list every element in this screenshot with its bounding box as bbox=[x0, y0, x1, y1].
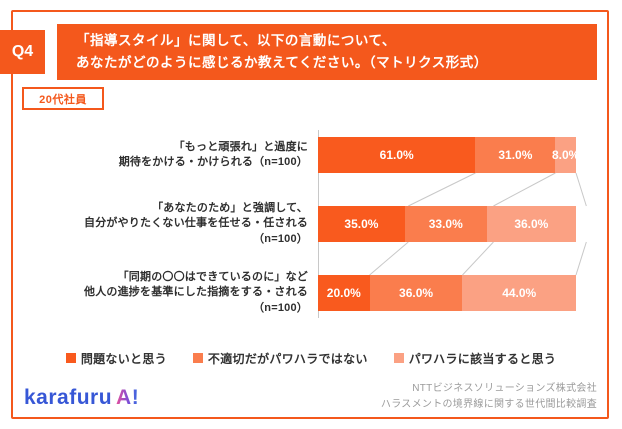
bar-segment-value: 20.0% bbox=[326, 286, 361, 300]
legend-label: 問題ないと思う bbox=[80, 351, 167, 366]
karafuru-logo: karafuru A! bbox=[24, 386, 139, 410]
bar-segment: 31.0% bbox=[475, 137, 556, 173]
row-category-label-line: 他人の進捗を基準にした指摘をする・される bbox=[84, 286, 308, 299]
chart-row: 「同期の〇〇はできているのに」など他人の進捗を基準にした指摘をする・される （n=… bbox=[38, 271, 576, 314]
bar-segment-value: 36.0% bbox=[514, 217, 549, 231]
survey-credit: NTTビジネスソリューションズ株式会社 ハラスメントの境界線に関する世代間比較調… bbox=[381, 381, 597, 412]
bar-segment-value: 33.0% bbox=[428, 217, 463, 231]
chart-row: 「もっと頑張れ」と過度に期待をかける・かけられる（n=100） 61.0% 31.0… bbox=[38, 137, 580, 173]
question-title-line-1: 「指導スタイル」に関して、以下の言動について、 bbox=[76, 33, 396, 49]
legend-item: 問題ないと思う bbox=[65, 350, 167, 367]
connector-line bbox=[575, 241, 587, 276]
bar-segment-value: 35.0% bbox=[344, 217, 379, 231]
legend-label: 不適切だがパワハラではない bbox=[207, 351, 368, 366]
stacked-bar: 35.0% 33.0% 36.0% bbox=[318, 206, 576, 242]
bar-segment: 61.0% bbox=[318, 137, 476, 173]
credit-line-2: ハラスメントの境界線に関する世代間比較調査 bbox=[380, 398, 597, 410]
bar-segment-value: 8.0% bbox=[551, 148, 580, 162]
legend-item: 不適切だがパワハラではない bbox=[192, 350, 368, 367]
row-category-label: 「もっと頑張れ」と過度に期待をかける・かけられる（n=100） bbox=[38, 140, 318, 171]
bar-segment-value: 31.0% bbox=[498, 148, 533, 162]
legend-item: パワハラに該当すると思う bbox=[393, 350, 557, 367]
row-category-label-line: 「もっと頑張れ」と過度に bbox=[173, 140, 308, 153]
legend-swatch-icon bbox=[65, 353, 76, 363]
row-category-label-line: 「あなたのため」と強調して、 bbox=[152, 201, 308, 214]
row-category-label: 「同期の〇〇はできているのに」など他人の進捗を基準にした指摘をする・される （n=… bbox=[38, 270, 318, 316]
row-category-label-line: 「同期の〇〇はできているのに」など bbox=[117, 270, 308, 283]
question-title-line-2: あなたがどのように感じるか教えてください。（マトリクス形式） bbox=[76, 55, 488, 70]
row-category-label-line: 期待をかける・かけられる（n=100） bbox=[118, 156, 308, 168]
legend-label: パワハラに該当すると思う bbox=[408, 351, 557, 366]
stacked-bar: 61.0% 31.0% 8.0% bbox=[318, 137, 580, 173]
logo-text: karafuru bbox=[24, 386, 113, 409]
chart-legend: 問題ないと思う 不適切だがパワハラではない パワハラに該当すると思う bbox=[13, 349, 609, 367]
bar-segment-value: 36.0% bbox=[399, 286, 434, 300]
chart-row: 「あなたのため」と強調して、自分がやりたくない仕事を任せる・任される （n=100… bbox=[38, 202, 576, 245]
row-category-label-line: 自分がやりたくない仕事を任せる・任される bbox=[84, 217, 308, 230]
connector-line bbox=[408, 172, 476, 207]
bar-segment: 8.0% bbox=[551, 137, 580, 173]
bar-segment: 35.0% bbox=[318, 206, 405, 242]
bar-segment: 20.0% bbox=[318, 275, 370, 311]
bar-segment: 36.0% bbox=[486, 206, 576, 242]
bar-segment-value: 44.0% bbox=[502, 286, 537, 300]
bar-segment-value: 61.0% bbox=[379, 148, 414, 162]
row-category-label-line: （n=100） bbox=[253, 232, 308, 245]
connector-line bbox=[493, 172, 556, 207]
stacked-bar-chart: 「もっと頑張れ」と過度に期待をかける・かけられる（n=100） 61.0% 31.0… bbox=[38, 137, 580, 314]
credit-line-1: NTTビジネスソリューションズ株式会社 bbox=[412, 383, 597, 394]
row-category-label: 「あなたのため」と強調して、自分がやりたくない仕事を任せる・任される （n=100… bbox=[38, 201, 318, 247]
bar-segment: 44.0% bbox=[462, 275, 576, 311]
question-badge: Q4 bbox=[0, 30, 45, 74]
connector-line bbox=[462, 241, 494, 276]
stacked-bar: 20.0% 36.0% 44.0% bbox=[318, 275, 576, 311]
row-category-label-line: （n=100） bbox=[253, 301, 308, 314]
legend-swatch-icon bbox=[393, 353, 404, 363]
bar-segment: 36.0% bbox=[369, 275, 463, 311]
bar-segment: 33.0% bbox=[404, 206, 487, 242]
legend-swatch-icon bbox=[192, 353, 203, 363]
group-label-badge: 20代社員 bbox=[22, 87, 104, 110]
logo-ai-mark: A! bbox=[116, 386, 140, 409]
connector-line bbox=[575, 172, 587, 207]
question-title-bar: 「指導スタイル」に関して、以下の言動について、 あなたがどのように感じるか教えて… bbox=[57, 24, 597, 80]
connector-line bbox=[369, 241, 409, 276]
